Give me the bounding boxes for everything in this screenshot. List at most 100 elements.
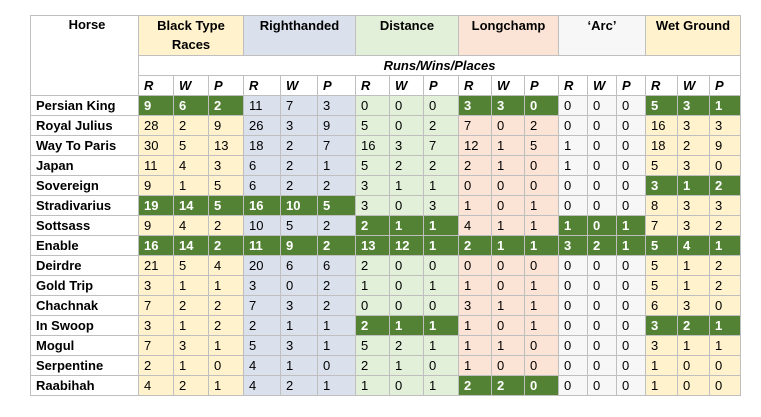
- stat-cell: 1: [616, 235, 646, 256]
- stat-cell: 0: [616, 115, 646, 136]
- stat-cell: 7: [138, 335, 174, 356]
- stat-cell: 1: [491, 155, 525, 176]
- stat-cell: 3: [355, 175, 390, 196]
- stat-cell: 1: [677, 335, 710, 356]
- stat-cell: 0: [317, 355, 356, 376]
- stat-cell: 2: [173, 115, 209, 136]
- stat-cell: 1: [491, 235, 525, 256]
- stat-cell: 1: [423, 215, 459, 236]
- stat-cell: 3: [138, 315, 174, 336]
- stat-cell: 1: [645, 375, 678, 396]
- stat-cell: 1: [677, 275, 710, 296]
- stat-cell: 10: [280, 195, 318, 216]
- stat-cell: 0: [587, 155, 617, 176]
- stat-cell: 0: [587, 335, 617, 356]
- stat-cell: 0: [616, 335, 646, 356]
- stat-cell: 3: [317, 95, 356, 116]
- stat-cell: 2: [208, 315, 244, 336]
- stat-cell: 0: [677, 375, 710, 396]
- stat-cell: 4: [458, 215, 492, 236]
- stat-cell: 0: [558, 255, 588, 276]
- stat-cell: 0: [709, 155, 741, 176]
- stat-cell: 1: [709, 335, 741, 356]
- stat-cell: 2: [355, 255, 390, 276]
- stat-cell: 2: [317, 215, 356, 236]
- stat-cell: 3: [423, 195, 459, 216]
- stat-cell: 2: [389, 155, 424, 176]
- stat-cell: 1: [458, 315, 492, 336]
- stat-cell: 3: [208, 155, 244, 176]
- stat-cell: 0: [616, 135, 646, 156]
- stat-cell: 0: [524, 375, 559, 396]
- stat-cell: 1: [423, 375, 459, 396]
- stat-cell: 1: [389, 175, 424, 196]
- stat-cell: 16: [243, 195, 281, 216]
- stat-cell: 0: [587, 115, 617, 136]
- stat-cell: 2: [173, 375, 209, 396]
- stat-cell: 0: [587, 135, 617, 156]
- group-header: Longchamp: [458, 15, 559, 56]
- stat-cell: 6: [317, 255, 356, 276]
- stat-cell: 5: [645, 235, 678, 256]
- stat-cell: 0: [389, 255, 424, 276]
- stat-cell: 6: [243, 155, 281, 176]
- stat-cell: 5: [173, 255, 209, 276]
- column-letter: P: [317, 75, 356, 96]
- stat-cell: 0: [616, 155, 646, 176]
- stat-cell: 0: [587, 295, 617, 316]
- stat-cell: 3: [491, 95, 525, 116]
- stat-cell: 0: [491, 195, 525, 216]
- stat-cell: 0: [616, 95, 646, 116]
- stat-cell: 0: [558, 275, 588, 296]
- stat-cell: 5: [645, 255, 678, 276]
- stat-cell: 2: [317, 175, 356, 196]
- horse-name: Sovereign: [30, 175, 139, 196]
- stat-cell: 1: [616, 215, 646, 236]
- stat-cell: 5: [355, 155, 390, 176]
- data-row: Persian King 9 6 2 11 7 3 0 0 0 3 3 0 0 0 0 5 3 1: [30, 95, 741, 116]
- stat-cell: 0: [558, 335, 588, 356]
- stat-cell: 2: [280, 375, 318, 396]
- stat-cell: 7: [458, 115, 492, 136]
- stat-cell: 18: [243, 135, 281, 156]
- column-letter: W: [280, 75, 318, 96]
- stat-cell: 19: [138, 195, 174, 216]
- stat-cell: 9: [208, 115, 244, 136]
- horse-name: Way To Paris: [30, 135, 139, 156]
- stat-cell: 3: [280, 115, 318, 136]
- stat-cell: 0: [558, 115, 588, 136]
- stat-cell: 0: [558, 315, 588, 336]
- stat-cell: 1: [524, 275, 559, 296]
- stat-cell: 0: [587, 315, 617, 336]
- stat-cell: 5: [173, 135, 209, 156]
- stat-cell: 0: [558, 355, 588, 376]
- stat-cell: 5: [524, 135, 559, 156]
- stat-cell: 2: [317, 275, 356, 296]
- stat-cell: 4: [138, 375, 174, 396]
- stat-cell: 1: [558, 215, 588, 236]
- stat-cell: 2: [389, 335, 424, 356]
- stat-cell: 2: [317, 235, 356, 256]
- column-letter: R: [138, 75, 174, 96]
- stat-cell: 0: [587, 275, 617, 296]
- stat-cell: 12: [389, 235, 424, 256]
- stat-cell: 3: [677, 215, 710, 236]
- stat-cell: 14: [173, 235, 209, 256]
- stat-cell: 2: [458, 375, 492, 396]
- horse-header: Horse: [30, 15, 139, 96]
- stat-cell: 7: [645, 215, 678, 236]
- stat-cell: 0: [524, 255, 559, 276]
- column-letter: R: [355, 75, 390, 96]
- stat-cell: 2: [173, 295, 209, 316]
- stat-cell: 1: [389, 315, 424, 336]
- stat-cell: 5: [355, 115, 390, 136]
- stat-cell: 2: [208, 235, 244, 256]
- data-row: Chachnak 7 2 2 7 3 2 0 0 0 3 1 1 0 0 0 6 3 0: [30, 295, 741, 316]
- stat-cell: 1: [524, 235, 559, 256]
- column-letter: R: [558, 75, 588, 96]
- stat-cell: 2: [587, 235, 617, 256]
- subheader: Runs/Wins/Places: [138, 55, 741, 76]
- horse-name: Enable: [30, 235, 139, 256]
